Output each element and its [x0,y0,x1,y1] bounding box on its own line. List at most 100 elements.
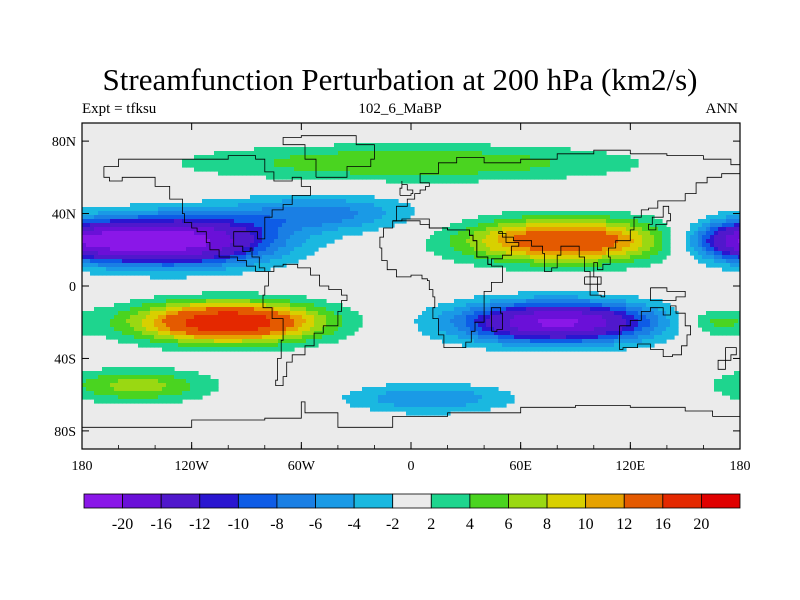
field-cell [210,343,215,348]
field-cell [586,231,591,236]
field-cell [558,151,563,156]
field-cell [262,327,267,332]
field-cell [390,395,395,400]
field-cell [94,259,99,264]
field-cell [322,227,327,232]
field-cell [142,331,147,336]
field-cell [410,159,415,164]
field-cell [462,147,467,152]
field-cell [510,259,515,264]
field-cell [150,367,155,372]
field-cell [390,211,395,216]
field-cell [310,323,315,328]
field-cell [462,335,467,340]
field-cell [274,315,279,320]
field-cell [214,219,219,224]
field-cell [210,291,215,296]
field-cell [626,335,631,340]
field-cell [566,171,571,176]
field-cell [214,291,219,296]
field-cell [82,227,87,232]
field-cell [446,311,451,316]
field-cell [390,175,395,180]
field-cell [246,291,251,296]
field-cell [386,219,391,224]
field-cell [530,331,535,336]
field-cell [526,223,531,228]
field-cell [298,155,303,160]
field-cell [246,231,251,236]
field-cell [146,231,151,236]
field-cell [502,295,507,300]
field-cell [214,383,219,388]
field-cell [150,223,155,228]
field-cell [538,227,543,232]
field-cell [254,159,259,164]
field-cell [410,407,415,412]
field-cell [162,235,167,240]
field-cell [190,387,195,392]
field-cell [230,303,235,308]
field-cell [354,323,359,328]
field-cell [142,327,147,332]
field-cell [486,303,491,308]
field-cell [450,335,455,340]
field-cell [250,319,255,324]
field-cell [254,343,259,348]
field-cell [258,343,263,348]
field-cell [582,239,587,244]
field-cell [262,247,267,252]
field-cell [262,171,267,176]
field-cell [350,207,355,212]
field-cell [98,271,103,276]
field-cell [382,171,387,176]
field-cell [542,335,547,340]
field-cell [426,163,431,168]
field-cell [546,331,551,336]
field-cell [542,243,547,248]
field-cell [218,167,223,172]
field-cell [510,155,515,160]
field-cell [442,243,447,248]
field-cell [154,275,159,280]
field-cell [258,203,263,208]
field-cell [466,167,471,172]
field-cell [458,163,463,168]
field-cell [202,263,207,268]
field-cell [530,239,535,244]
field-cell [358,163,363,168]
field-cell [294,219,299,224]
field-cell [178,223,183,228]
field-cell [442,255,447,260]
field-cell [190,243,195,248]
field-cell [94,383,99,388]
field-cell [226,295,231,300]
field-cell [234,207,239,212]
field-cell [494,327,499,332]
field-cell [562,311,567,316]
field-cell [298,251,303,256]
field-cell [518,315,523,320]
field-cell [214,379,219,384]
field-cell [186,303,191,308]
field-cell [106,311,111,316]
field-cell [470,235,475,240]
field-cell [618,259,623,264]
field-cell [502,215,507,220]
field-cell [90,379,95,384]
field-cell [106,263,111,268]
field-cell [230,291,235,296]
field-cell [258,151,263,156]
field-cell [522,235,527,240]
field-cell [650,335,655,340]
field-cell [350,195,355,200]
field-cell [138,203,143,208]
field-cell [210,199,215,204]
field-cell [638,299,643,304]
field-cell [166,347,171,352]
field-cell [114,331,119,336]
field-cell [254,247,259,252]
field-cell [598,251,603,256]
field-cell [646,343,651,348]
field-cell [318,231,323,236]
